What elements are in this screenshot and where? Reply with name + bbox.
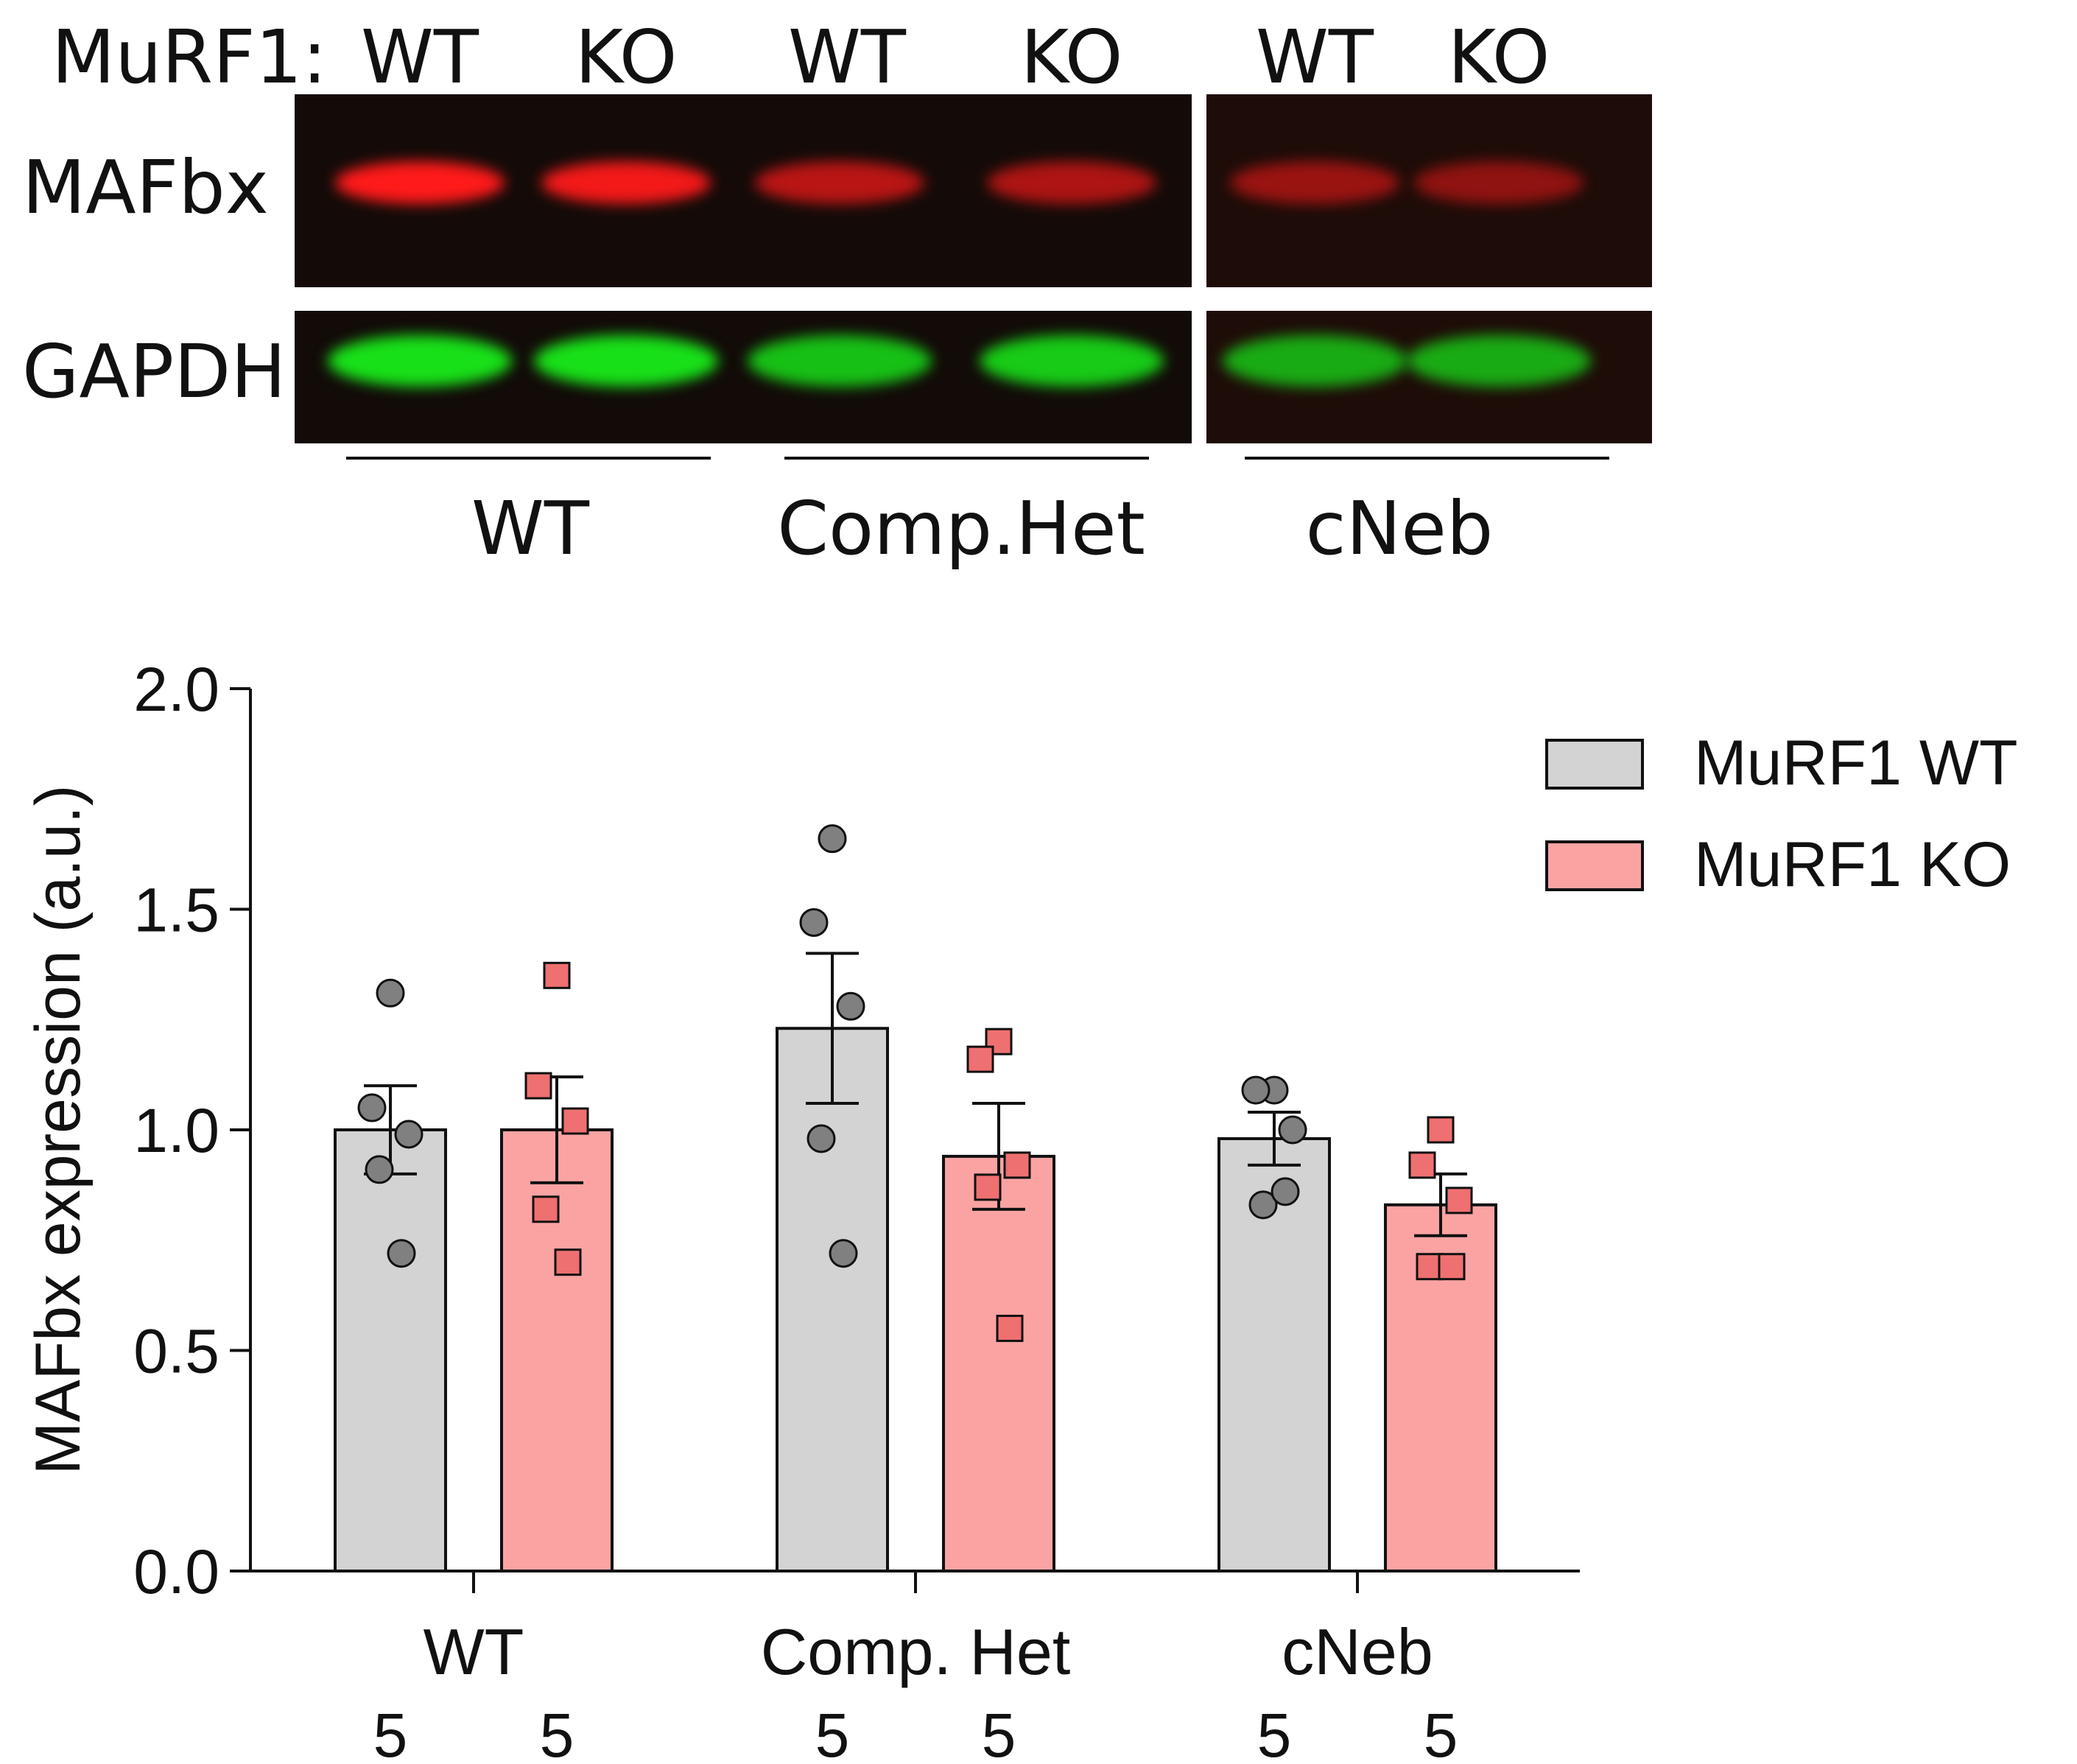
lane-label: WT: [788, 14, 906, 100]
bars: [334, 1027, 1497, 1573]
data-point: [365, 1155, 394, 1184]
bar: [942, 1154, 1055, 1573]
data-point: [1427, 1116, 1455, 1144]
legend: MuRF1 WT MuRF1 KO: [1545, 728, 2018, 900]
mafbx-blot-right: [1206, 94, 1652, 287]
blot-band: [1414, 161, 1584, 204]
western-blot-panel: MuRF1: WT KO WT KO WT KO MAFbx GAPDH WT …: [0, 0, 2077, 604]
data-point: [543, 961, 571, 989]
data-point: [1241, 1075, 1271, 1105]
x-category-label: Comp. Het: [761, 1615, 1071, 1688]
data-point: [387, 1239, 416, 1268]
lane-label: KO: [1020, 14, 1123, 100]
data-point: [1445, 1187, 1473, 1215]
data-point: [836, 991, 865, 1021]
y-tick-label: 1.5: [133, 876, 219, 945]
data-point: [806, 1124, 836, 1153]
data-points: [357, 824, 1473, 1343]
bar-chart: 0.0 0.5 1.0 1.5 2.0 WT Comp. Het cNeb 5 5 5 5 5 5 MAF…: [23, 655, 2018, 1764]
group-label-comp-het: Comp.Het: [777, 485, 1145, 572]
data-point: [1408, 1151, 1436, 1179]
group-label-wt: WT: [471, 485, 589, 572]
cneb-group-underline: [1245, 457, 1609, 460]
data-point: [1003, 1151, 1031, 1179]
data-point: [1248, 1190, 1278, 1220]
blot-band: [1230, 161, 1399, 204]
lane-label: WT: [361, 14, 479, 100]
legend-label-murf1-wt: MuRF1 WT: [1694, 728, 2018, 798]
sample-size-label: 5: [815, 1701, 850, 1764]
bar: [776, 1027, 889, 1573]
bar: [334, 1128, 447, 1573]
data-point: [376, 978, 405, 1008]
mafbx-blot-left: [295, 94, 1192, 287]
data-point: [394, 1120, 424, 1149]
lane-label: WT: [1256, 14, 1374, 100]
sample-size-label: 5: [982, 1701, 1016, 1764]
lane-label: KO: [574, 14, 678, 100]
y-tick-label: 2.0: [133, 655, 219, 724]
legend-swatch-murf1-ko: [1545, 840, 1644, 891]
x-category-label: cNeb: [1282, 1615, 1433, 1688]
blot-band: [755, 161, 924, 204]
data-point: [1438, 1253, 1466, 1281]
data-point: [818, 824, 847, 854]
data-point: [799, 907, 829, 937]
sample-size-label: 5: [373, 1701, 408, 1764]
sample-size-label: 5: [1257, 1701, 1292, 1764]
blot-band: [328, 335, 512, 387]
blot-band: [980, 335, 1164, 387]
y-tick-label: 0.0: [133, 1537, 219, 1606]
mafbx-row-label: MAFbx: [22, 144, 269, 231]
blot-band: [1223, 335, 1407, 387]
blot-band: [541, 161, 711, 204]
sample-size-label: 5: [1424, 1701, 1458, 1764]
y-tick-label: 0.5: [133, 1317, 219, 1386]
wt-group-underline: [346, 457, 711, 460]
data-point: [966, 1045, 994, 1073]
data-point: [996, 1315, 1024, 1343]
data-point: [532, 1195, 560, 1223]
bar-chart-panel: 0.0 0.5 1.0 1.5 2.0 WT Comp. Het cNeb 5 5 5 5 5 5 MAF…: [0, 604, 2077, 1764]
gapdh-row-label: GAPDH: [22, 328, 287, 415]
blot-band: [335, 161, 505, 204]
data-point: [1278, 1115, 1307, 1145]
data-point: [974, 1173, 1002, 1201]
murf1-header-label: MuRF1:: [52, 14, 327, 100]
tick-labels: 0.0 0.5 1.0 1.5 2.0 WT Comp. Het cNeb 5 5 5 5 5 5: [133, 655, 1458, 1764]
gapdh-blot-right: [1206, 311, 1652, 443]
data-point: [1271, 1177, 1300, 1206]
blot-band: [987, 161, 1156, 204]
group-label-cneb: cNeb: [1305, 485, 1494, 572]
data-point: [829, 1239, 858, 1268]
data-point: [524, 1072, 552, 1100]
legend-label-murf1-ko: MuRF1 KO: [1694, 829, 2011, 900]
data-point: [357, 1093, 387, 1122]
comp-het-group-underline: [784, 457, 1149, 460]
blot-band: [748, 335, 932, 387]
x-category-label: WT: [424, 1615, 524, 1688]
data-point: [561, 1107, 589, 1135]
data-point: [554, 1248, 582, 1276]
gapdh-blot-left: [295, 311, 1192, 443]
sample-size-label: 5: [540, 1701, 574, 1764]
axes: [249, 689, 1580, 1573]
legend-swatch-murf1-wt: [1545, 739, 1644, 790]
y-axis-label: MAFbx expression (a.u.): [23, 785, 94, 1475]
y-tick-label: 1.0: [133, 1096, 219, 1165]
blot-band: [534, 335, 718, 387]
blot-band: [1407, 335, 1591, 387]
lane-label: KO: [1447, 14, 1550, 100]
